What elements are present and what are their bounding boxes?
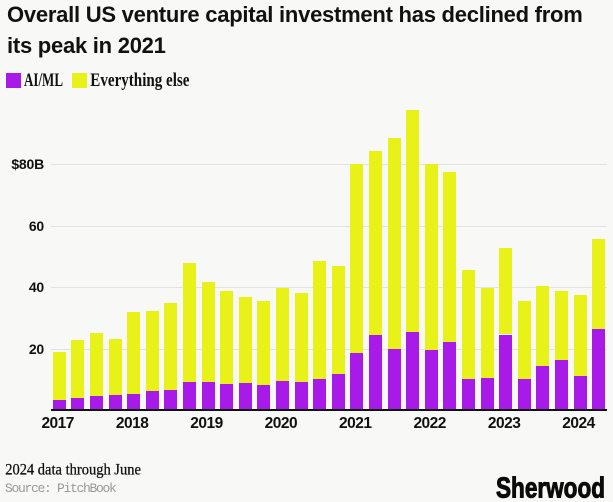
svg-text:2024 data through June: 2024 data through June [5, 462, 141, 479]
svg-text:Everything else: Everything else [90, 70, 189, 91]
svg-text:AI/ML: AI/ML [24, 70, 63, 91]
svg-text:Sherwood: Sherwood [496, 473, 605, 501]
